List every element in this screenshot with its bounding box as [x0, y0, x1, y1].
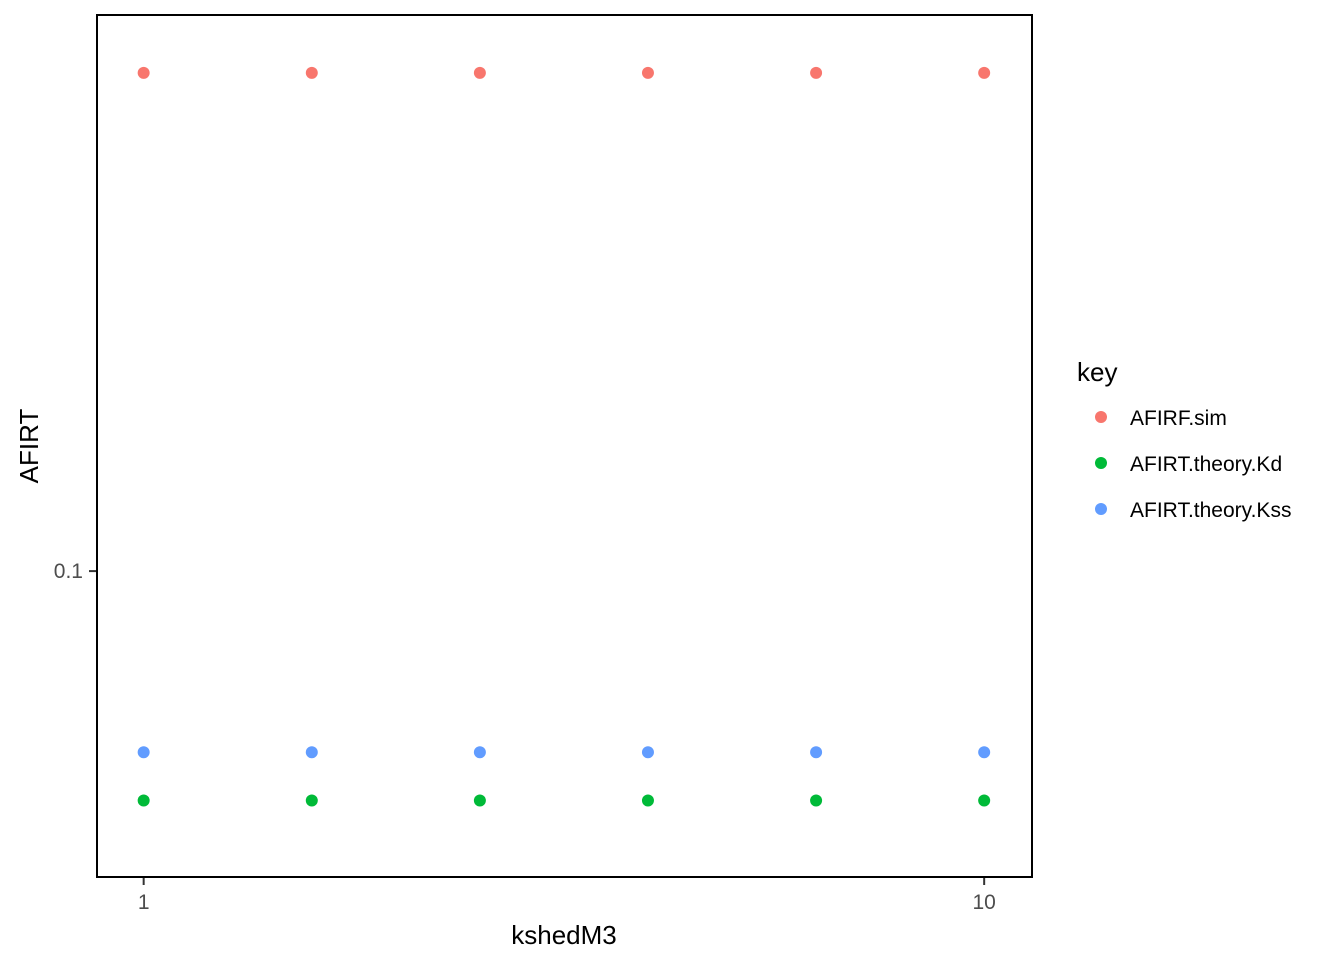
data-point-afirt-theory-kd [473, 794, 486, 807]
plot-panel [97, 15, 1032, 877]
legend-items: AFIRF.sim AFIRT.theory.Kd AFIRT.theory.Kss [1095, 407, 1291, 522]
axis-layer: 1 10 0.1 [54, 560, 996, 914]
data-point-afirt-theory-kd [978, 794, 991, 807]
data-point-afirt-theory-kss [641, 746, 654, 759]
legend-key-icon [1095, 411, 1107, 423]
legend-label: AFIRF.sim [1130, 407, 1227, 430]
x-axis-title: kshedM3 [511, 920, 617, 950]
data-point-afirt-theory-kd [137, 794, 150, 807]
data-point-afirt-theory-kss [305, 746, 318, 759]
data-point-afirt-theory-kss [137, 746, 150, 759]
legend-label: AFIRT.theory.Kss [1130, 499, 1291, 522]
data-point-afirf-sim [137, 66, 150, 79]
data-point-afirt-theory-kss [978, 746, 991, 759]
legend: key AFIRF.sim AFIRT.theory.Kd AFIRT.theory… [1077, 357, 1291, 522]
data-point-afirf-sim [978, 66, 991, 79]
plot-border [96, 14, 1033, 878]
points-layer [137, 66, 991, 807]
data-point-afirt-theory-kd [810, 794, 823, 807]
data-point-afirf-sim [810, 66, 823, 79]
data-point-afirf-sim [473, 66, 486, 79]
y-axis-title: AFIRT [14, 409, 44, 484]
legend-key-icon [1095, 503, 1107, 515]
legend-key-icon [1095, 457, 1107, 469]
data-point-afirt-theory-kss [810, 746, 823, 759]
y-tick-label: 0.1 [54, 560, 83, 583]
x-tick-label: 1 [138, 891, 150, 914]
data-point-afirf-sim [641, 66, 654, 79]
data-point-afirf-sim [305, 66, 318, 79]
legend-title: key [1077, 357, 1117, 387]
data-point-afirt-theory-kd [641, 794, 654, 807]
data-point-afirt-theory-kss [473, 746, 486, 759]
x-tick-label: 10 [972, 891, 995, 914]
legend-label: AFIRT.theory.Kd [1130, 453, 1282, 476]
data-point-afirt-theory-kd [305, 794, 318, 807]
